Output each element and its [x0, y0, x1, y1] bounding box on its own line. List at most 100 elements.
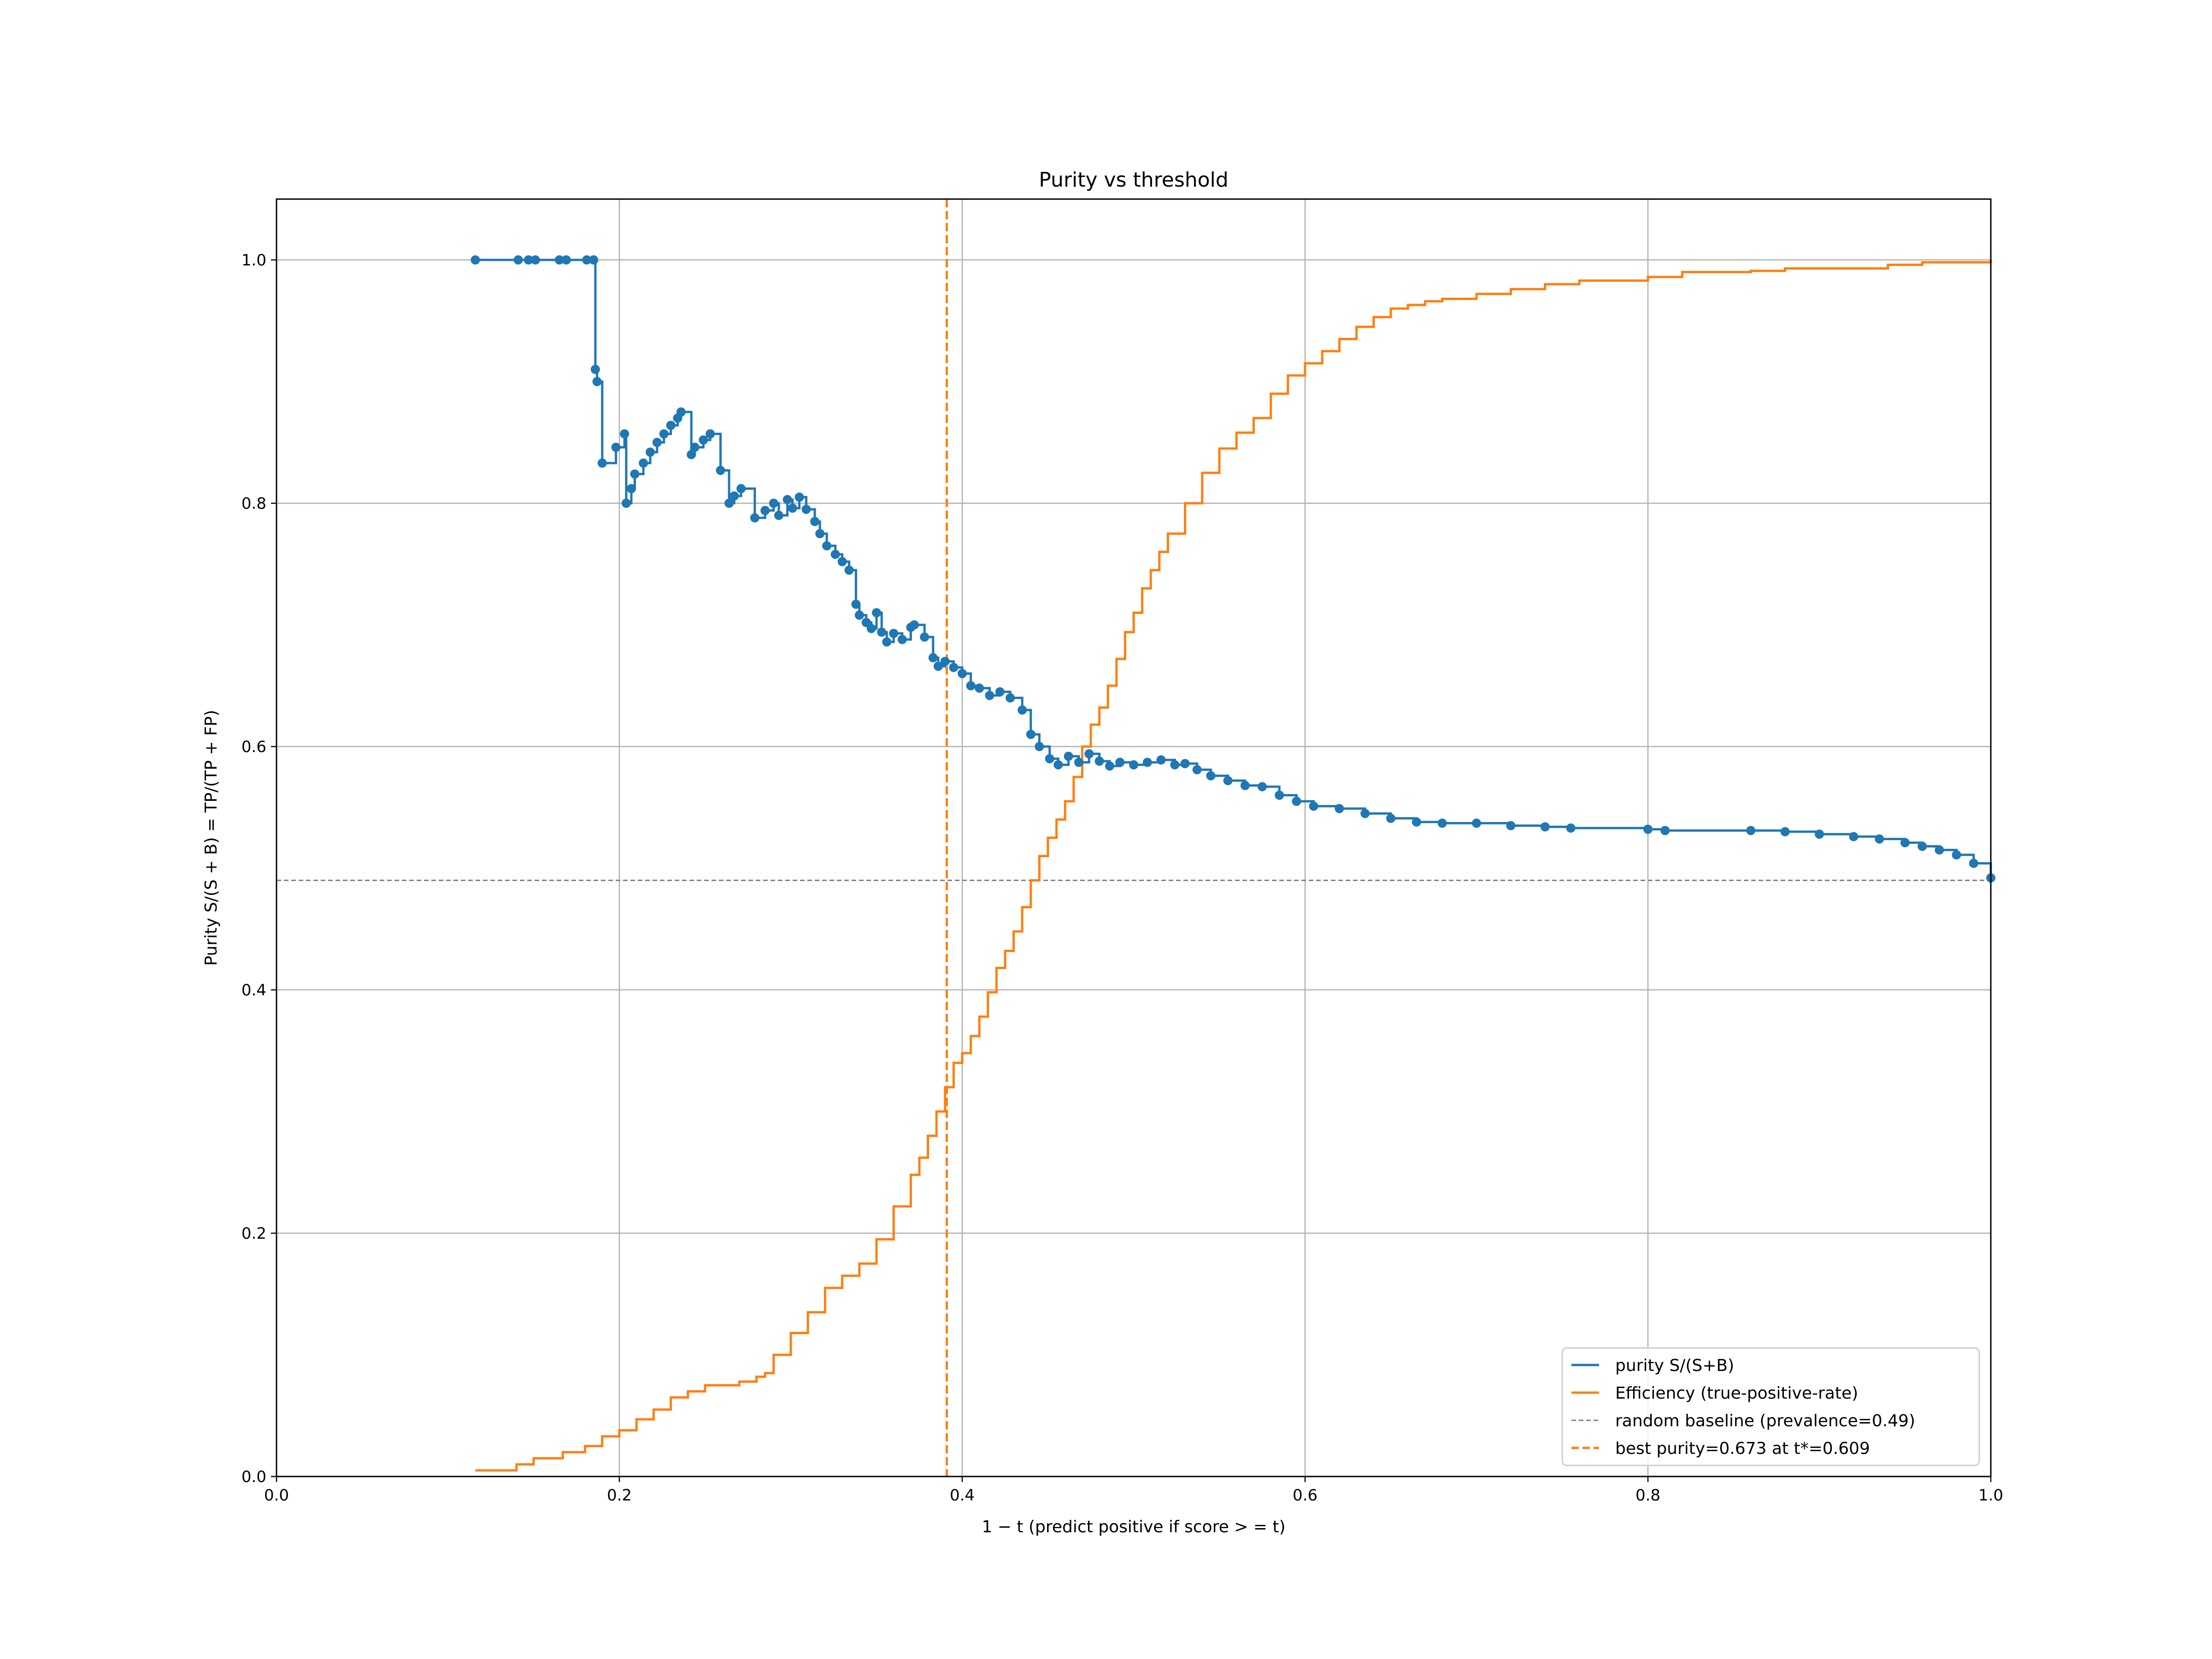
purity-point: [1335, 804, 1344, 813]
legend-box: [1561, 1347, 1980, 1466]
purity-point: [774, 511, 783, 520]
purity-point: [1746, 826, 1756, 835]
x-axis-label: 1 − t (predict positive if score > = t): [982, 1518, 1285, 1536]
purity-point: [592, 377, 602, 386]
purity-point: [652, 438, 662, 447]
purity-point: [1074, 758, 1083, 767]
purity-point: [724, 499, 734, 508]
purity-point: [646, 447, 655, 457]
purity-point: [966, 681, 976, 690]
purity-point: [627, 484, 636, 494]
purity-point: [666, 421, 676, 430]
purity-point: [920, 632, 930, 642]
purity-point: [690, 442, 700, 452]
purity-point: [1969, 859, 1978, 868]
purity-point: [590, 365, 600, 374]
purity-point: [815, 529, 825, 538]
x-tick-label: 1.0: [1978, 1486, 2003, 1505]
purity-point: [639, 458, 648, 468]
chart-title: Purity vs threshold: [1039, 168, 1228, 192]
y-tick-label: 0.4: [241, 981, 266, 1000]
purity-point: [1018, 705, 1027, 715]
purity-point: [621, 499, 631, 508]
x-tick-label: 0.0: [264, 1486, 289, 1505]
purity-point: [830, 549, 840, 559]
purity-point: [1386, 813, 1395, 823]
purity-point: [794, 492, 804, 502]
purity-point: [471, 255, 480, 265]
purity-point: [1105, 761, 1114, 771]
purity-point: [1900, 838, 1910, 847]
purity-point: [1223, 776, 1233, 785]
reference-lines: [276, 199, 1991, 1477]
purity-point: [995, 687, 1005, 697]
legend-label-purity: purity S/(S+B): [1615, 1356, 1734, 1375]
purity-point: [1206, 771, 1216, 781]
purity-point: [854, 610, 864, 620]
purity-point: [1566, 823, 1576, 833]
legend-label-best: best purity=0.673 at t*=0.609: [1615, 1439, 1870, 1458]
purity-point: [788, 503, 797, 513]
y-tick-label: 0.6: [241, 738, 266, 756]
purity-point: [940, 657, 950, 666]
purity-point: [750, 513, 759, 523]
purity-point: [1240, 781, 1250, 790]
purity-point: [1643, 824, 1653, 834]
purity-point: [877, 627, 887, 637]
plot-frame: [276, 198, 1992, 1477]
y-tick-label: 0.2: [241, 1224, 266, 1243]
grid-lines: [276, 199, 1992, 1477]
purity-point: [769, 499, 778, 508]
legend-label-efficiency: Efficiency (true-positive-rate): [1615, 1384, 1858, 1403]
purity-point: [589, 255, 599, 265]
purity-point: [822, 541, 832, 551]
purity-point: [530, 255, 540, 265]
purity-point: [801, 505, 811, 514]
purity-point: [1935, 845, 1944, 855]
purity-point: [620, 429, 629, 439]
purity-point: [933, 661, 943, 671]
purity-point: [985, 691, 994, 700]
purity-point: [1815, 830, 1824, 839]
purity-point: [958, 669, 967, 678]
purity-point: [676, 407, 686, 417]
purity-point: [1094, 756, 1104, 766]
purity-point: [1360, 809, 1370, 818]
purity-point: [928, 653, 938, 663]
purity-point: [1875, 834, 1884, 844]
purity-point: [851, 600, 861, 609]
purity-point: [837, 557, 847, 566]
purity-point: [1156, 755, 1166, 765]
purity-point: [782, 495, 792, 505]
purity-point: [524, 255, 533, 265]
purity-point: [1952, 850, 1961, 859]
purity-point: [554, 255, 564, 265]
purity-point: [1026, 729, 1035, 739]
purity-point: [1129, 760, 1138, 770]
purity-markers: [471, 255, 1995, 883]
purity-point: [1292, 796, 1301, 806]
purity-point: [1053, 760, 1063, 770]
y-tick-label: 1.0: [241, 251, 266, 270]
x-tick-label: 0.6: [1293, 1486, 1318, 1505]
y-tick-label: 0.0: [241, 1468, 266, 1486]
purity-point: [1918, 841, 1927, 851]
purity-point: [1540, 822, 1550, 832]
purity-point: [1045, 754, 1054, 764]
purity-point: [597, 458, 607, 468]
purity-point: [949, 663, 959, 672]
purity-point: [1275, 790, 1284, 800]
purity-point: [1006, 693, 1015, 703]
x-tick-label: 0.8: [1635, 1486, 1660, 1505]
purity-point: [1170, 760, 1180, 770]
purity-point: [1412, 817, 1421, 827]
purity-point: [861, 618, 871, 627]
legend: purity S/(S+B) Efficiency (true-positive…: [1561, 1347, 1980, 1466]
purity-point: [736, 484, 746, 494]
x-tick-label: 0.2: [607, 1486, 632, 1505]
purity-point: [882, 637, 892, 647]
purity-point: [1472, 818, 1481, 828]
purity-point: [1506, 821, 1516, 830]
